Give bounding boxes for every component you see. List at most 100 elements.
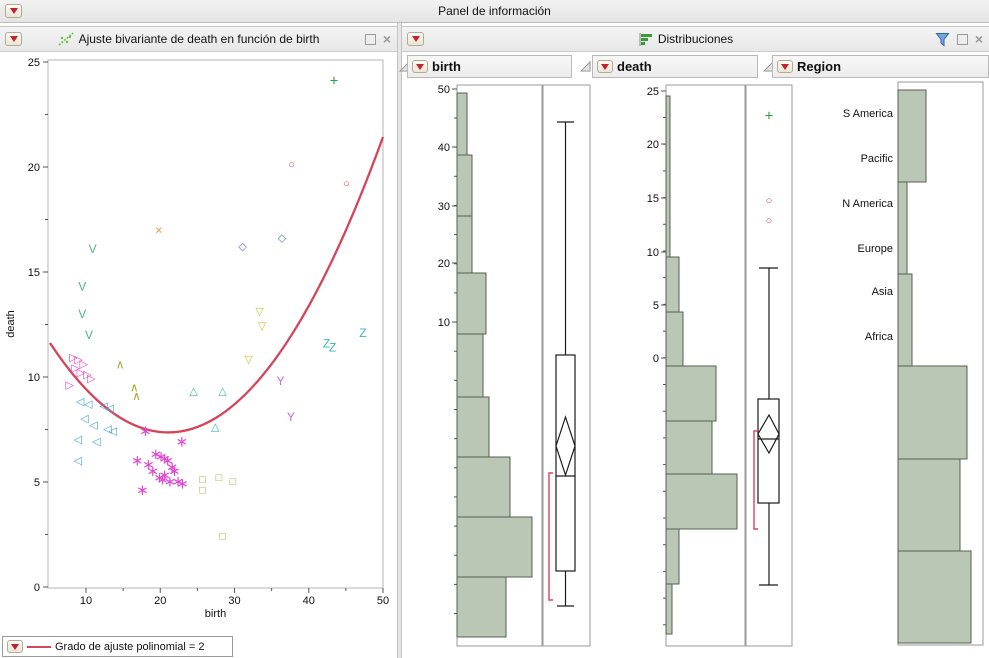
marker-square-olive: □: [219, 531, 226, 543]
marker-caret-olive: ∧: [116, 357, 125, 371]
svg-text:50: 50: [438, 84, 450, 96]
marker-asterisk-magenta: ∗: [147, 463, 160, 480]
svg-text:10: 10: [438, 317, 450, 329]
marker-asterisk-magenta: ∗: [150, 446, 163, 463]
marker-rtri-magenta: ▷: [77, 367, 86, 379]
birth-hist-bar: [456, 215, 473, 274]
marker-rtri-magenta: ▷: [71, 363, 80, 375]
bivariate-maximize-button[interactable]: [364, 33, 376, 45]
region-category-label: Africa: [865, 331, 894, 343]
marker-v-jade: V: [89, 242, 97, 256]
marker-rtri-magenta: ▷: [69, 352, 78, 364]
marker-ltri-blue: ◁: [80, 413, 89, 425]
marker-asterisk-magenta: ∗: [136, 482, 149, 499]
bivariate-menu-button[interactable]: [5, 32, 22, 46]
marker-asterisk-magenta: ∗: [131, 453, 144, 470]
distributions-close-icon[interactable]: ×: [974, 30, 983, 47]
marker-x-orange: ×: [155, 223, 163, 238]
x-axis-label: birth: [205, 608, 226, 620]
distributions-panel-header: Distribuciones ×: [402, 26, 989, 52]
bivariate-close-icon[interactable]: ×: [382, 30, 391, 47]
distributions-maximize-button[interactable]: [956, 33, 968, 45]
svg-text:30: 30: [228, 595, 240, 607]
region-category-label: Europe: [858, 243, 893, 255]
marker-asterisk-magenta: ∗: [161, 453, 174, 470]
region-bar: [897, 181, 908, 275]
polynomial-fit-curve: [49, 136, 385, 434]
panel-splitter[interactable]: [397, 23, 402, 658]
svg-text:15: 15: [28, 267, 40, 279]
marker-asterisk-magenta: ∗: [139, 423, 152, 440]
svg-text:0: 0: [34, 582, 40, 594]
bivariate-fit-icon: [58, 32, 74, 46]
death-shortest-half-bracket: [753, 430, 758, 530]
marker-z-cyan: Z: [329, 341, 336, 355]
region-category-label: S America: [843, 108, 894, 120]
distributions-title: Distribuciones: [657, 32, 734, 46]
dist-header-death: death: [592, 55, 758, 78]
birth-boxplot: [555, 121, 576, 607]
death-outlier-marker: +: [765, 108, 774, 125]
marker-asterisk-magenta: ∗: [176, 476, 189, 493]
svg-text:10: 10: [647, 247, 659, 259]
marker-square-olive: □: [199, 484, 206, 496]
svg-text:40: 40: [303, 595, 315, 607]
marker-rtri-magenta: ▷: [87, 373, 96, 385]
svg-text:10: 10: [80, 595, 92, 607]
marker-asterisk-magenta: ∗: [164, 474, 177, 491]
death-hist-bar: [665, 365, 717, 422]
birth-shortest-half-bracket: [548, 472, 553, 601]
dist-header-region: Region: [772, 55, 989, 78]
death-hist-bar: [665, 528, 680, 585]
region-category-label: Asia: [872, 286, 894, 298]
svg-text:20: 20: [28, 162, 40, 174]
death-menu-button[interactable]: [597, 60, 613, 73]
marker-ltri-blue: ◁: [84, 398, 93, 410]
marker-v-jade: V: [78, 307, 86, 321]
marker-caret-olive: ∧: [132, 389, 141, 403]
marker-ltri-blue: ◁: [74, 455, 83, 467]
marker-circle-rose: ○: [288, 159, 295, 171]
marker-asterisk-magenta: ∗: [172, 474, 185, 491]
region-bar: [897, 458, 961, 552]
fit-legend-menu-button[interactable]: [7, 640, 23, 653]
bivariate-panel-header: Ajuste bivariante de death en función de…: [0, 26, 397, 52]
marker-rtri-magenta: ▷: [65, 379, 74, 391]
window-titlebar: Panel de información: [0, 0, 989, 23]
birth-hist-bar: [456, 92, 468, 156]
svg-text:20: 20: [438, 258, 450, 270]
marker-diamond-blue: ◇: [238, 241, 247, 253]
fit-legend: Grado de ajuste polinomial = 2: [2, 636, 233, 657]
region-bar: [897, 365, 968, 460]
birth-hist-bar: [456, 396, 490, 458]
distributions-menu-button[interactable]: [407, 32, 424, 46]
svg-text:40: 40: [438, 142, 450, 154]
marker-ltri-blue: ◁: [92, 436, 101, 448]
svg-text:5: 5: [653, 300, 659, 312]
red-triangle-menu-button[interactable]: [5, 4, 22, 18]
svg-text:30: 30: [438, 201, 450, 213]
region-menu-button[interactable]: [777, 60, 793, 73]
marker-ltri-blue: ◁: [89, 419, 98, 431]
birth-hist-bar: [456, 516, 533, 578]
region-bar: [897, 550, 972, 644]
data-filter-icon[interactable]: [935, 32, 950, 47]
marker-square-olive: □: [216, 472, 223, 484]
svg-text:20: 20: [154, 595, 166, 607]
marker-asterisk-magenta: ∗: [142, 457, 155, 474]
marker-tri-teal: △: [218, 386, 227, 398]
marker-square-olive: □: [199, 474, 206, 486]
birth-menu-button[interactable]: [412, 60, 428, 73]
distributions-icon: [639, 32, 652, 46]
svg-text:25: 25: [28, 57, 40, 69]
svg-text:5: 5: [34, 477, 40, 489]
fit-legend-label: Grado de ajuste polinomial = 2: [55, 640, 205, 653]
death-hist-bar: [665, 311, 684, 367]
region-category-label: N America: [842, 198, 894, 210]
disclosure-triangle-death[interactable]: [580, 61, 591, 72]
marker-ltri-blue: ◁: [103, 424, 112, 436]
